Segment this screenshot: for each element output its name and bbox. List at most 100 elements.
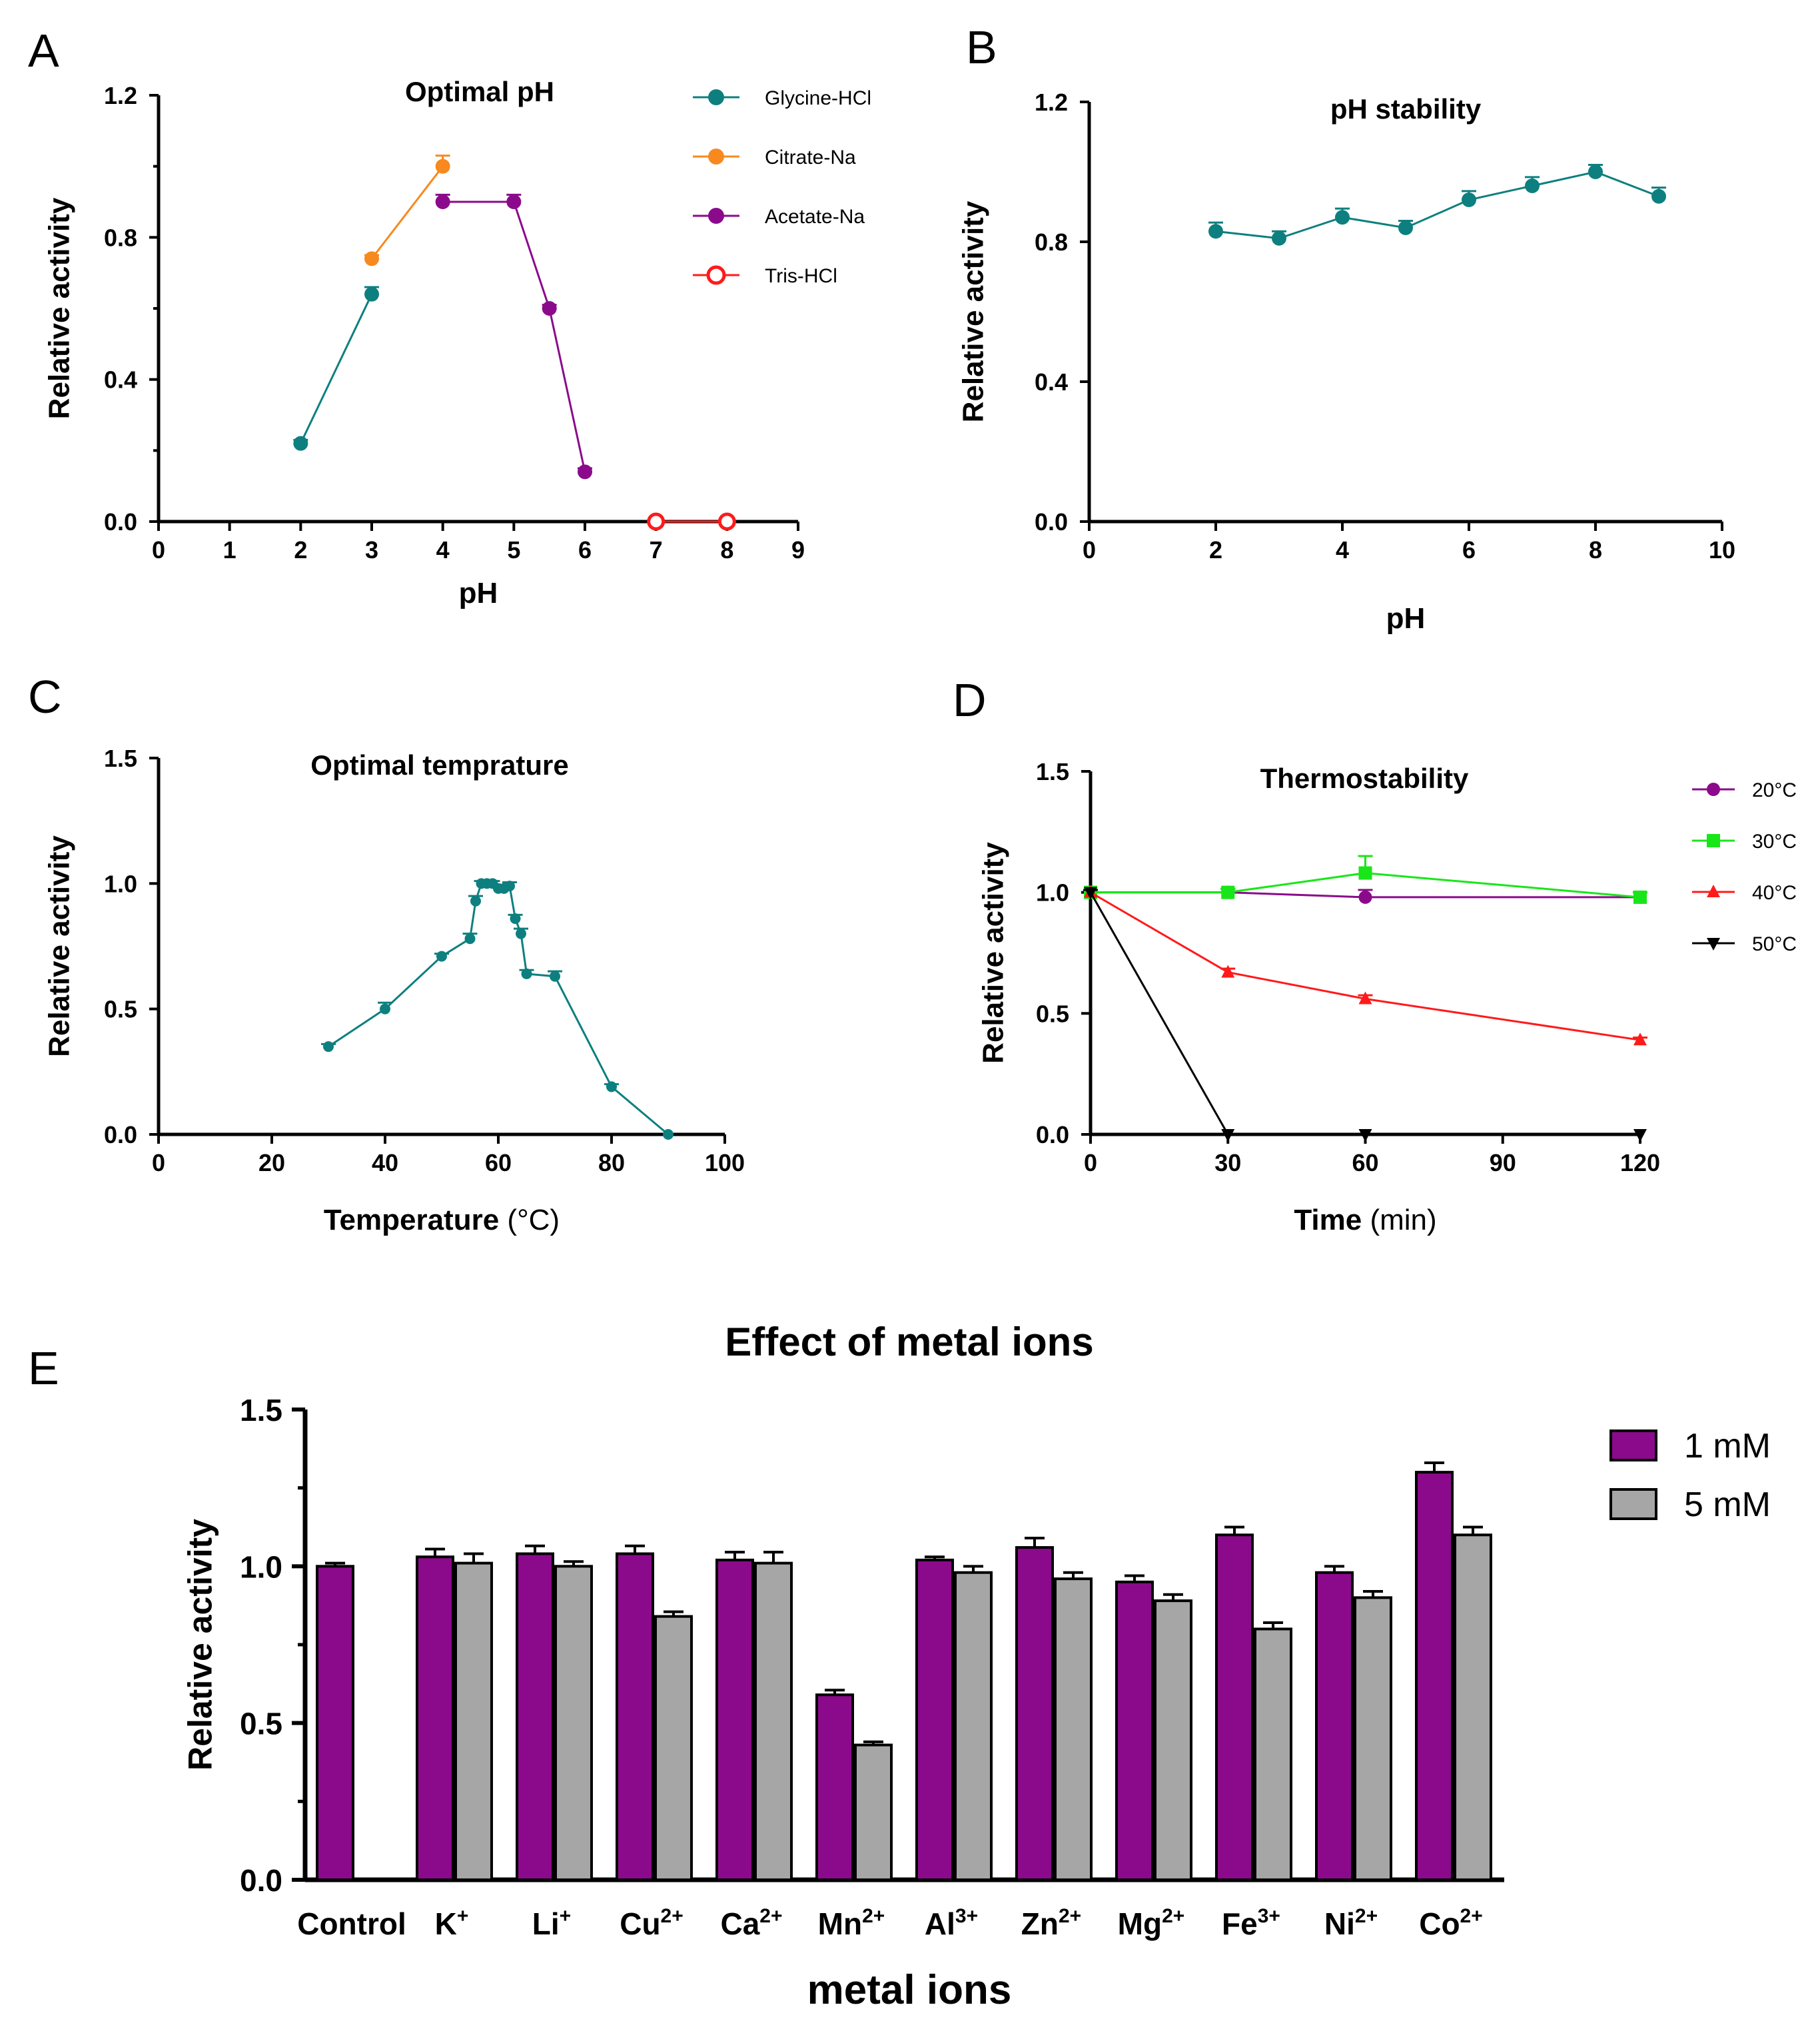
legend-label: Glycine-HCl [765, 87, 871, 109]
chart-title-C: Optimal temprature [310, 749, 568, 781]
x-tick-label-E: Fe3+ [1222, 1905, 1280, 1941]
bar-1mM [416, 1555, 454, 1882]
data-point [1633, 1129, 1647, 1142]
panel-letter-C: C [28, 671, 62, 723]
data-point [521, 968, 532, 979]
ion-symbol: Al [925, 1906, 955, 1941]
x-tick-label-E: Control [297, 1906, 406, 1941]
x-tick-label-E: K+ [435, 1905, 469, 1941]
data-point [364, 251, 379, 266]
series-C-0 [321, 878, 674, 1140]
x-tick-label-A: 9 [791, 536, 805, 564]
bar-1mM [1215, 1533, 1254, 1881]
data-point [435, 195, 450, 209]
x-tick-label-E: Al3+ [925, 1905, 978, 1941]
data-point [1462, 193, 1476, 207]
y-tick-label-E: 0.0 [240, 1863, 282, 1898]
panel-B: BpH stability 0 2 4 6 8 10 0.0 0.4 0.8 1.2 pH Relati… [957, 21, 1735, 635]
legend-marker [708, 149, 724, 165]
data-point [550, 971, 560, 982]
ion-symbol: Mn [818, 1906, 862, 1941]
bar-1mM [316, 1565, 354, 1881]
x-tick-label-D: 0 [1084, 1149, 1097, 1176]
panel-letter-B: B [966, 21, 997, 73]
bar-1mM [1015, 1546, 1054, 1881]
data-point [364, 286, 379, 302]
ion-charge: + [457, 1905, 469, 1927]
series-line [1089, 891, 1640, 1136]
data-point [506, 195, 522, 209]
panel-letter-A: A [28, 25, 59, 77]
x-tick-label-A: 4 [436, 536, 450, 564]
x-tick-label-C: 20 [258, 1149, 285, 1176]
data-point [1358, 991, 1372, 1005]
x-tick-label-E: Co2+ [1419, 1905, 1483, 1941]
series-line [370, 165, 444, 260]
bar-1mM [1115, 1580, 1154, 1882]
x-tick-label-E: Ni2+ [1324, 1905, 1378, 1941]
y-tick-label-E: 0.5 [240, 1707, 282, 1741]
y-tick-label-A: 1.2 [104, 82, 137, 109]
panel-C: C Optimal temprature 0 20 40 60 80 100 0.0 0.5 1.0… [28, 671, 745, 1236]
y-tick-label-B: 0.8 [1035, 228, 1068, 256]
x-tick-label-A: 8 [720, 536, 733, 564]
legend-label: Tris-HCl [765, 265, 837, 287]
legend-marker [706, 265, 726, 285]
data-point [1651, 189, 1666, 204]
legend-marker [708, 89, 724, 105]
x-tick-label-E: Mg2+ [1118, 1905, 1185, 1941]
bar-1mM [616, 1552, 654, 1881]
bar-5mM [1054, 1577, 1093, 1881]
data-point [323, 1041, 334, 1052]
bar-1mM [915, 1558, 954, 1881]
y-tick-label-A: 0.8 [104, 224, 137, 251]
data-point [380, 1003, 390, 1015]
data-point [578, 464, 592, 480]
series-D-3 [1083, 887, 1647, 1142]
legend-marker [1707, 885, 1720, 897]
x-tick-label-A: 1 [223, 536, 236, 564]
y-tick-label-C: 1.0 [104, 870, 137, 897]
ion-charge: + [560, 1905, 572, 1927]
x-tick-label-A: 3 [365, 536, 378, 564]
ion-charge: 2+ [759, 1905, 782, 1927]
y-tick-label-C: 0.0 [104, 1121, 137, 1148]
ion-symbol: Ca [720, 1906, 759, 1941]
data-point [606, 1081, 617, 1092]
ion-charge: 2+ [1460, 1905, 1483, 1927]
x-tick-label-A: 0 [152, 536, 165, 564]
bar-1mM [1415, 1471, 1454, 1881]
legend-label: 40°C [1752, 882, 1797, 904]
data-point [435, 159, 450, 174]
y-axis-label-B: Relative activity [957, 201, 989, 422]
data-point [647, 512, 666, 531]
x-tick-label-A: 6 [578, 536, 592, 564]
legend-D: 20°C 30°C 40°C 50°C [1692, 779, 1797, 955]
bar-5mM [1354, 1596, 1392, 1881]
legend-label: 20°C [1752, 779, 1797, 801]
data-point [464, 933, 476, 945]
bar-5mM [654, 1615, 693, 1881]
bar-5mM [954, 1571, 993, 1881]
bar-5mM [754, 1561, 793, 1882]
ion-symbol: K [435, 1906, 457, 1941]
x-tick-label-D: 120 [1620, 1149, 1660, 1176]
legend-A: Glycine-HCl Citrate-Na Acetate-Na Tris-HCl [693, 87, 871, 287]
data-point [1525, 179, 1540, 193]
bar-1mM [1315, 1571, 1354, 1881]
legend-swatch [1609, 1488, 1657, 1520]
data-point [516, 928, 526, 939]
y-axis-label-C: Relative activity [43, 835, 75, 1057]
figure-panels: A Optimal pH 0 1 2 3 4 5 6 7 8 9 0.0 0.4 0.8 1.2 pH Relat… [28, 21, 1797, 2013]
chart-title-A: Optimal pH [405, 76, 554, 107]
x-axis-label-A: pH [459, 577, 498, 610]
legend-E: 1 mM 5 mM [1609, 1427, 1771, 1524]
series-line [1091, 872, 1641, 899]
y-axis-label-E: Relative activity [182, 1519, 219, 1771]
x-tick-label-B: 0 [1083, 536, 1096, 564]
chart-title-E: Effect of metal ions [725, 1320, 1093, 1364]
bar-5mM [1254, 1627, 1292, 1881]
x-tick-label-B: 2 [1209, 536, 1222, 564]
ion-charge: 3+ [955, 1905, 978, 1927]
x-tick-label-A: 2 [294, 536, 307, 564]
